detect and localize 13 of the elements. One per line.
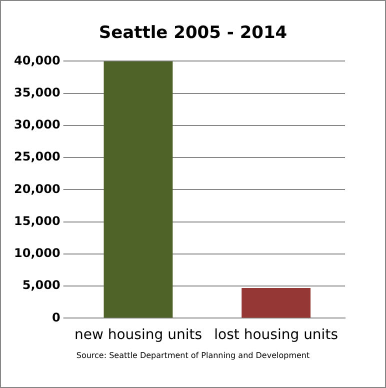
y-tick-label: 30,000: [14, 118, 60, 132]
y-tick-label: 35,000: [14, 85, 60, 100]
y-tick-label: 10,000: [14, 246, 60, 260]
x-tick-label: lost housing units: [214, 327, 338, 344]
y-tick-label: 25,000: [14, 150, 60, 164]
chart-title: Seattle 2005 - 2014: [98, 23, 288, 43]
y-tick-label: 0: [52, 310, 60, 324]
y-tick-label: 15,000: [14, 214, 60, 228]
source-note: Source: Seattle Department of Planning and Development: [75, 351, 311, 360]
y-tick-label: 20,000: [14, 182, 60, 196]
y-tick-label: 40,000: [14, 53, 60, 68]
y-tick-label: 5,000: [22, 278, 60, 292]
x-tick-label: new housing units: [74, 327, 202, 344]
